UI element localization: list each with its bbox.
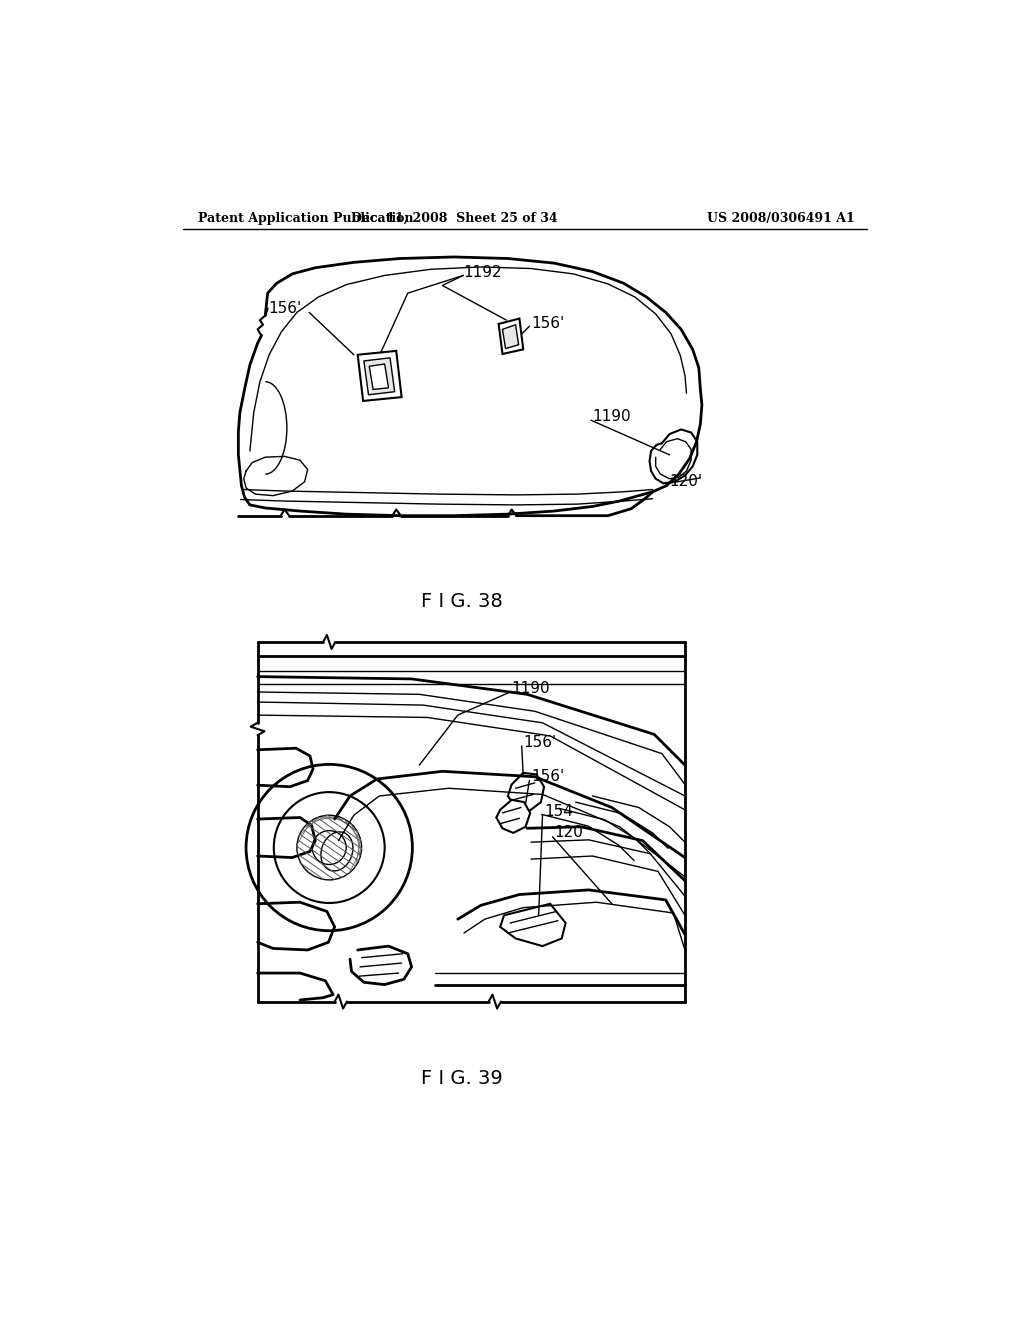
Text: Dec. 11, 2008  Sheet 25 of 34: Dec. 11, 2008 Sheet 25 of 34 bbox=[350, 213, 557, 224]
Text: F I G. 39: F I G. 39 bbox=[421, 1069, 503, 1088]
Text: 156': 156' bbox=[523, 734, 556, 750]
Text: 156': 156' bbox=[531, 770, 564, 784]
Text: 154: 154 bbox=[544, 804, 572, 818]
Text: 120': 120' bbox=[670, 474, 702, 490]
Text: US 2008/0306491 A1: US 2008/0306491 A1 bbox=[707, 213, 854, 224]
Text: F I G. 38: F I G. 38 bbox=[421, 591, 503, 611]
Text: 1190: 1190 bbox=[593, 409, 631, 424]
Polygon shape bbox=[364, 358, 394, 395]
Text: 156': 156' bbox=[531, 317, 564, 331]
Polygon shape bbox=[503, 325, 518, 348]
Text: Patent Application Publication: Patent Application Publication bbox=[199, 213, 414, 224]
Text: 120': 120' bbox=[554, 825, 587, 841]
Polygon shape bbox=[508, 774, 544, 812]
Polygon shape bbox=[500, 904, 565, 946]
Text: 1190: 1190 bbox=[512, 681, 550, 696]
Polygon shape bbox=[499, 318, 523, 354]
Polygon shape bbox=[497, 800, 530, 833]
Text: 156': 156' bbox=[268, 301, 301, 315]
Polygon shape bbox=[357, 351, 401, 401]
Polygon shape bbox=[370, 364, 388, 389]
Text: 1192: 1192 bbox=[463, 265, 502, 280]
